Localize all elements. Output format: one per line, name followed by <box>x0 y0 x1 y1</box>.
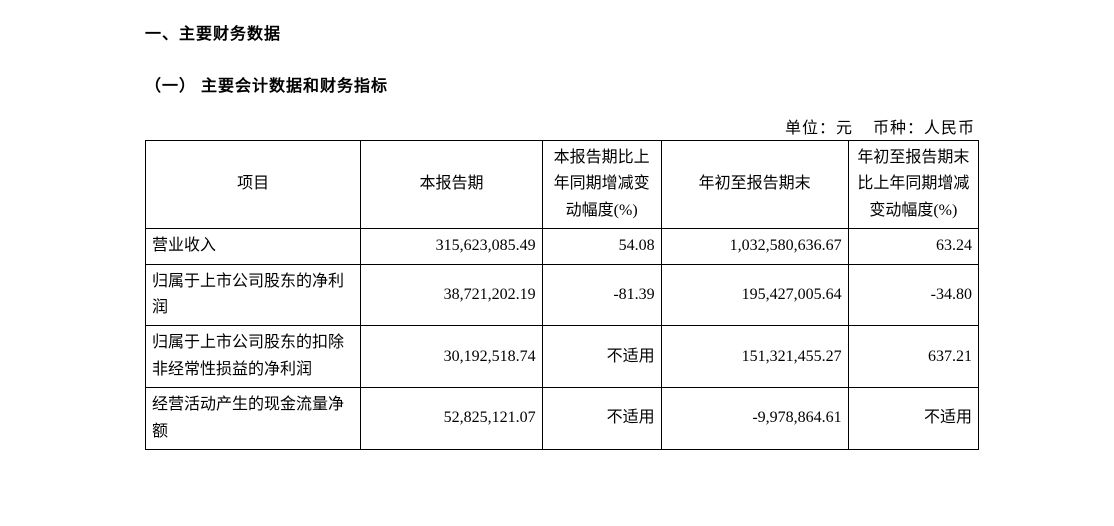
cell-value: 195,427,005.64 <box>661 264 848 326</box>
cell-value: 不适用 <box>848 388 978 450</box>
table-row: 经营活动产生的现金流量净额 52,825,121.07 不适用 -9,978,8… <box>146 388 979 450</box>
row-label: 归属于上市公司股东的净利润 <box>146 264 361 326</box>
financial-table: 项目 本报告期 本报告期比上年同期增减变动幅度(%) 年初至报告期末 年初至报告… <box>145 140 979 450</box>
col-header-ytd-change: 年初至报告期末比上年同期增减变动幅度(%) <box>848 141 978 229</box>
cell-value: 63.24 <box>848 229 978 264</box>
cell-value: 1,032,580,636.67 <box>661 229 848 264</box>
cell-value: 30,192,518.74 <box>361 326 542 388</box>
page: 一、主要财务数据 （一） 主要会计数据和财务指标 单位：元 币种：人民币 项目 本… <box>0 20 1114 450</box>
table-row: 营业收入 315,623,085.49 54.08 1,032,580,636.… <box>146 229 979 264</box>
cell-value: -81.39 <box>542 264 661 326</box>
cell-value: 52,825,121.07 <box>361 388 542 450</box>
col-header-item: 项目 <box>146 141 361 229</box>
col-header-ytd: 年初至报告期末 <box>661 141 848 229</box>
cell-value: -9,978,864.61 <box>661 388 848 450</box>
table-row: 归属于上市公司股东的扣除非经常性损益的净利润 30,192,518.74 不适用… <box>146 326 979 388</box>
table-row: 归属于上市公司股东的净利润 38,721,202.19 -81.39 195,4… <box>146 264 979 326</box>
table-header-row: 项目 本报告期 本报告期比上年同期增减变动幅度(%) 年初至报告期末 年初至报告… <box>146 141 979 229</box>
unit-label: 单位：元 <box>785 120 853 137</box>
row-label: 营业收入 <box>146 229 361 264</box>
cell-value: 54.08 <box>542 229 661 264</box>
col-header-period-change: 本报告期比上年同期增减变动幅度(%) <box>542 141 661 229</box>
currency-label: 币种：人民币 <box>873 120 975 137</box>
cell-value: 不适用 <box>542 326 661 388</box>
cell-value: 151,321,455.27 <box>661 326 848 388</box>
section-heading-1: 一、主要财务数据 <box>145 20 979 44</box>
row-label: 归属于上市公司股东的扣除非经常性损益的净利润 <box>146 326 361 388</box>
cell-value: 38,721,202.19 <box>361 264 542 326</box>
col-header-period: 本报告期 <box>361 141 542 229</box>
cell-value: 不适用 <box>542 388 661 450</box>
cell-value: 637.21 <box>848 326 978 388</box>
cell-value: -34.80 <box>848 264 978 326</box>
section-heading-2: （一） 主要会计数据和财务指标 <box>145 72 979 96</box>
unit-currency-line: 单位：元 币种：人民币 <box>145 114 979 138</box>
row-label: 经营活动产生的现金流量净额 <box>146 388 361 450</box>
cell-value: 315,623,085.49 <box>361 229 542 264</box>
